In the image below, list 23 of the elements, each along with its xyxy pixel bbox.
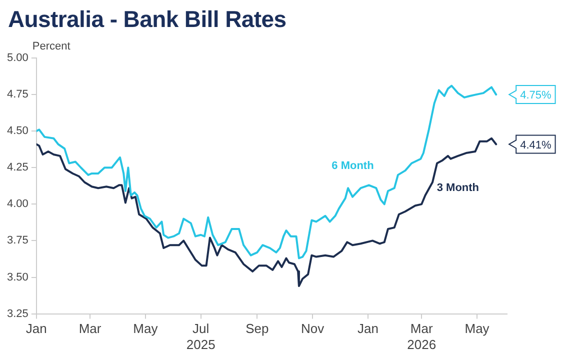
y-tick-label: 4.75	[6, 88, 28, 101]
x-tick-label: May	[464, 321, 490, 336]
annotation: 4.41%	[520, 139, 552, 152]
x-tick-label: Sep	[246, 321, 269, 336]
x-tick-label: Mar	[78, 321, 102, 336]
x-tick-label: Jan	[358, 321, 378, 336]
x-tick-label: Jul 2025	[186, 321, 216, 352]
y-tick-label: 4.50	[6, 125, 28, 138]
y-tick-label: 3.25	[6, 308, 28, 320]
x-tick-label: May	[133, 321, 158, 336]
y-tick-label: 3.50	[6, 271, 28, 284]
x-tick-label: Nov	[301, 321, 325, 336]
y-tick-label: 5.00	[6, 52, 28, 64]
series-label: 6 Month	[332, 160, 374, 172]
annotation: 4.75%	[520, 90, 552, 102]
y-tick-label: 3.75	[6, 234, 28, 247]
chart-title: Australia - Bank Bill Rates	[7, 5, 288, 32]
series-label: 3 Month	[436, 182, 480, 194]
y-tick-label: 4.00	[6, 198, 28, 210]
y-tick-label: 4.25	[6, 162, 28, 174]
x-tick-label: Mar 2026	[407, 321, 436, 352]
x-tick-label: Jan	[26, 321, 47, 336]
y-axis-title: Percent	[32, 40, 70, 53]
